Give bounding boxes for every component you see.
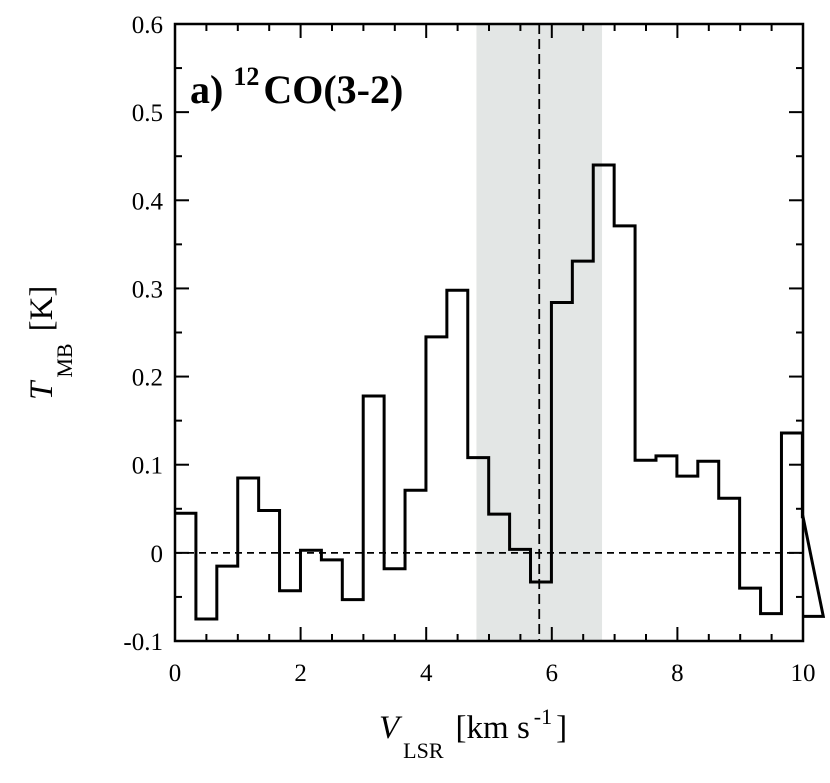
x-tick-label: 0 (169, 660, 182, 687)
x-tick-labels: 0 2 4 6 8 10 (169, 660, 816, 687)
y-tick-label: -0.1 (123, 629, 163, 656)
plot-frame (173, 22, 805, 643)
x-tick-label: 8 (671, 660, 684, 687)
x-tick-label: 2 (294, 660, 307, 687)
x-tick-label: 4 (420, 660, 433, 687)
y-tick-label: 0.4 (132, 188, 164, 215)
y-tick-label: 0.2 (132, 365, 163, 392)
y-tick-label: 0 (151, 541, 164, 568)
spectrum-step-line (175, 163, 826, 621)
x-axis-title: V LSR [km s -1 ] (379, 704, 567, 763)
y-tick-labels: -0.1 0 0.1 0.2 0.3 0.4 0.5 0.6 (123, 12, 163, 656)
y-tick-label: 0.5 (132, 100, 163, 127)
y-tick-label: 0.6 (132, 12, 163, 39)
x-tick-label: 6 (546, 660, 559, 687)
y-axis-title: T MB [K] (24, 286, 77, 400)
y-tick-label: 0.3 (132, 276, 163, 303)
panel-label: a) 12 CO(3-2) (190, 62, 403, 112)
x-tick-label: 10 (791, 660, 816, 687)
y-tick-label: 0.1 (132, 453, 163, 480)
